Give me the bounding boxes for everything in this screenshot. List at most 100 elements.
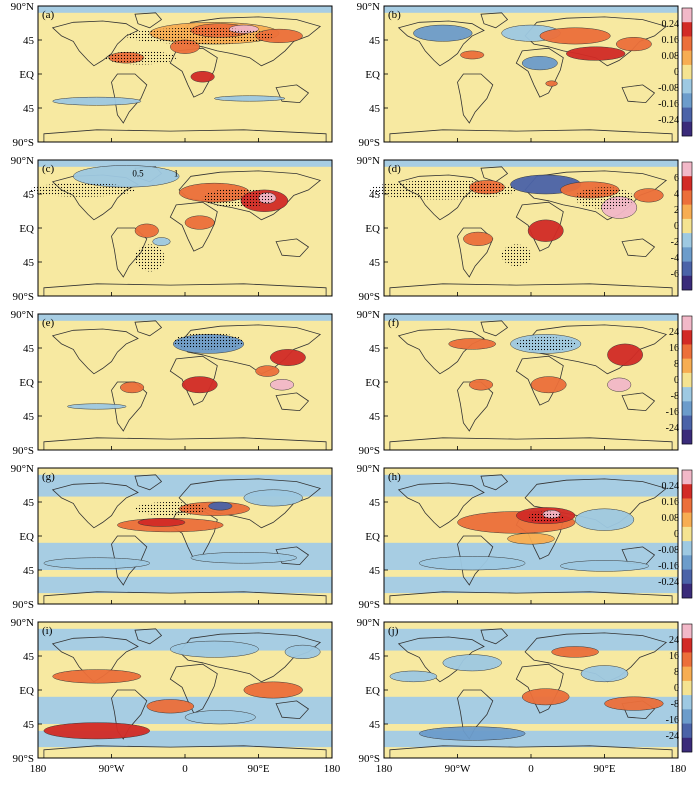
colorbar-swatch [682, 93, 692, 108]
continent-outline [134, 12, 163, 29]
panel-label: (i) [42, 625, 53, 637]
contour-region [184, 215, 215, 230]
map-panel-g: (g) 90°N 45 EQ 45 90°S [11, 463, 333, 611]
significance-stipple [516, 337, 576, 351]
colorbar-swatch [682, 316, 692, 331]
map-panel-h: (h) 90°N 45 EQ 45 90°S [357, 463, 679, 611]
contour-region [521, 56, 558, 71]
lat-tick-label: 90°S [12, 291, 34, 303]
lat-tick-label: 90°S [358, 291, 380, 303]
colorbar-swatch [682, 737, 692, 753]
contour-region [469, 379, 494, 391]
colorbar-swatch [682, 638, 692, 653]
contour-region [184, 710, 256, 725]
colorbar-tick-label: -0.16 [658, 561, 679, 572]
continent-outline [480, 320, 509, 337]
lat-tick-label: 90°N [11, 309, 34, 321]
polar-band [38, 160, 332, 167]
colorbar-tick-label: 8 [674, 359, 679, 370]
contour-region [545, 80, 558, 87]
polar-band [384, 160, 678, 167]
colorbar-g-h: 0.24 0.16 0.08 0 -0.08 -0.16 -0.24 [658, 469, 693, 599]
continent-outline [134, 474, 163, 491]
colorbar-swatch [682, 666, 692, 682]
colorbar-frame [681, 161, 693, 291]
colorbar-tick-label: 16 [669, 343, 679, 354]
lat-tick-label: 45 [23, 651, 35, 663]
continent-outline [111, 535, 148, 586]
map-panel-b: (b) 90°N 45 EQ 45 90°S [357, 1, 679, 149]
continent-outline [134, 628, 163, 645]
colorbar-swatch [682, 344, 692, 359]
colorbar-swatch [682, 583, 692, 599]
lat-tick-label: 90°S [358, 137, 380, 149]
colorbar-swatch [682, 680, 692, 696]
colorbar-swatch [682, 401, 692, 416]
colorbar-swatch [682, 569, 692, 585]
contour-region [539, 27, 611, 45]
significance-stipple [202, 188, 274, 208]
map-background [384, 314, 678, 450]
colorbar-tick-label: -0.08 [658, 545, 679, 556]
contour-region [574, 508, 635, 531]
lat-tick-label: 45 [23, 411, 35, 423]
colorbar-a-b: 0.24 0.16 0.08 0 -0.08 -0.16 -0.24 [658, 7, 693, 137]
colorbar-swatch [682, 247, 692, 262]
contour-region [190, 71, 215, 83]
continent-outline [480, 628, 509, 645]
colorbar-tick-label: -0.16 [658, 99, 679, 110]
significance-stipple [173, 333, 244, 350]
colorbar-swatch [682, 470, 692, 485]
continent-outline [178, 16, 322, 67]
colorbar-tick-label: -24 [666, 423, 679, 434]
negative-band [38, 628, 332, 651]
colorbar-swatch [682, 429, 692, 445]
polar-band [38, 314, 332, 321]
continent-outline [621, 84, 656, 104]
contour-region [181, 376, 218, 394]
significance-stipple [369, 180, 517, 200]
map-panel-f: (f) 90°N 45 EQ 45 90°S [357, 309, 679, 457]
colorbar-tick-label: 2 [674, 205, 679, 216]
lat-tick-label: 45 [369, 103, 381, 115]
continent-outline [169, 663, 218, 714]
colorbar-tick-label: 0.24 [662, 19, 680, 30]
lat-tick-label: 45 [369, 651, 381, 663]
colorbar-swatch [682, 358, 692, 374]
lat-tick-label: 45 [23, 497, 35, 509]
colorbar-tick-label: -6 [671, 269, 679, 280]
contour-region [442, 654, 502, 672]
colorbar-swatch [682, 79, 692, 94]
colorbar-swatch [682, 176, 692, 191]
continent-outline [51, 20, 139, 67]
colorbar-tick-label: 24 [669, 635, 679, 646]
continent-outline [524, 632, 668, 683]
lon-tick-label: 90°E [593, 763, 615, 775]
lat-tick-label: 90°N [11, 617, 34, 629]
map-panel-d: (d) 90°N 45 EQ 45 90°S [357, 155, 679, 303]
contour-region [255, 365, 280, 377]
lat-tick-label: 90°S [12, 753, 34, 765]
lat-tick-label: 45 [369, 719, 381, 731]
colorbar-swatch [682, 695, 692, 710]
continent-outline [169, 355, 218, 406]
continent-outline [457, 535, 494, 586]
lat-tick-label: 90°N [357, 155, 380, 167]
colorbar-swatch [682, 261, 692, 277]
lon-tick-label: 180 [376, 763, 393, 775]
continent-outline [275, 238, 310, 258]
lat-tick-label: EQ [365, 223, 380, 235]
continent-outline [397, 20, 485, 67]
contour-region [170, 640, 259, 658]
colorbar-tick-label: -4 [671, 253, 679, 264]
colorbar-swatch [682, 372, 692, 388]
panel-label: (e) [42, 317, 55, 329]
colorbar-swatch [682, 541, 692, 556]
colorbar-tick-label: 4 [674, 189, 679, 200]
colorbar-tick-label: -8 [671, 699, 679, 710]
colorbar-i-j: 24 16 8 0 -8 -16 -24 [666, 623, 693, 753]
lat-tick-label: 90°N [357, 617, 380, 629]
significance-stipple [528, 511, 564, 523]
continent-outline [111, 73, 148, 124]
significance-stipple [29, 183, 136, 197]
